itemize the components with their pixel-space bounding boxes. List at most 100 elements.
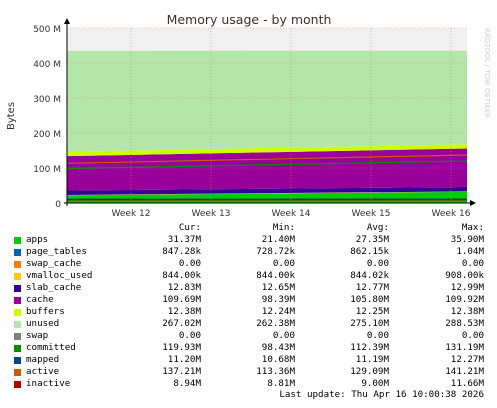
legend-swatch — [14, 261, 21, 268]
legend-row-swap: swap 0.00 0.00 0.00 0.00 — [0, 330, 497, 342]
legend-min-value: 98.43M — [261, 342, 295, 353]
legend-max-value: 109.92M — [445, 294, 484, 305]
legend-name: vmalloc_used — [26, 270, 93, 281]
legend-swatch — [14, 321, 21, 328]
legend-min-value: 0.00 — [272, 330, 295, 341]
legend-max-value: 0.00 — [461, 258, 484, 269]
x-tick-labels: Week 12 Week 13 Week 14 Week 15 Week 16 — [112, 209, 471, 219]
area-buffers — [67, 144, 467, 157]
legend-min-value: 12.65M — [261, 282, 295, 293]
legend-min-value: 728.72k — [256, 246, 295, 257]
legend-swatch — [14, 237, 21, 244]
legend: apps 31.37M 21.40M 27.35M 35.90M page_tables 8… — [0, 234, 497, 390]
legend-cur-value: 31.37M — [167, 234, 201, 245]
legend-name: inactive — [26, 378, 71, 389]
area-slab_cache — [67, 186, 467, 195]
legend-avg-value: 12.25M — [355, 306, 389, 317]
legend-name: slab_cache — [26, 282, 82, 293]
y-axis-label: Bytes — [6, 102, 17, 130]
header-avg: Avg: — [366, 222, 389, 233]
legend-swatch — [14, 273, 21, 280]
legend-max-value: 12.99M — [450, 282, 484, 293]
grid-lines — [67, 27, 467, 203]
legend-name: apps — [26, 234, 49, 245]
legend-avg-value: 0.00 — [366, 330, 389, 341]
legend-cur-value: 844.00k — [162, 270, 201, 281]
legend-avg-value: 105.80M — [350, 294, 389, 305]
legend-min-value: 262.38M — [256, 318, 295, 329]
legend-name: swap — [26, 330, 49, 341]
legend-max-value: 908.00k — [445, 270, 484, 281]
legend-min-value: 8.81M — [267, 378, 295, 389]
legend-swatch — [14, 309, 21, 316]
y-tick-label: 0 — [55, 200, 61, 210]
legend-avg-value: 112.39M — [350, 342, 389, 353]
line-active — [66, 154, 468, 164]
legend-cur-value: 8.94M — [173, 378, 201, 389]
legend-min-value: 10.68M — [261, 354, 295, 365]
legend-swatch — [14, 357, 21, 364]
legend-avg-value: 844.02k — [350, 270, 389, 281]
legend-max-value: 288.53M — [445, 318, 484, 329]
legend-cur-value: 119.93M — [162, 342, 201, 353]
legend-min-value: 0.00 — [272, 258, 295, 269]
legend-row-active: active 137.21M 113.36M 129.09M 141.21M — [0, 366, 497, 378]
area-vmalloc_used — [67, 191, 467, 196]
legend-cur-value: 12.38M — [167, 306, 201, 317]
header-min: Min: — [272, 222, 295, 233]
legend-swatch — [14, 345, 21, 352]
x-tick-label: Week 15 — [352, 209, 391, 219]
legend-swatch — [14, 369, 21, 376]
header-cur: Cur: — [178, 222, 201, 233]
legend-cur-value: 0.00 — [178, 330, 201, 341]
legend-swatch — [14, 285, 21, 292]
legend-name: page_tables — [26, 246, 87, 257]
line-committed — [66, 160, 468, 170]
legend-cur-value: 0.00 — [178, 258, 201, 269]
legend-name: buffers — [26, 306, 65, 317]
legend-min-value: 844.00k — [256, 270, 295, 281]
legend-row-apps: apps 31.37M 21.40M 27.35M 35.90M — [0, 234, 497, 246]
legend-swatch — [14, 249, 21, 256]
y-tick-label: 100 M — [33, 165, 61, 175]
legend-name: cache — [26, 294, 54, 305]
area-page_tables — [67, 191, 467, 196]
y-tick-label: 300 M — [33, 95, 61, 105]
legend-row-mapped: mapped 11.20M 10.68M 11.19M 12.27M — [0, 354, 497, 366]
legend-name: swap_cache — [26, 258, 82, 269]
legend-min-value: 12.24M — [261, 306, 295, 317]
area-cache — [67, 148, 467, 191]
legend-swatch — [14, 333, 21, 340]
header-max: Max: — [461, 222, 484, 233]
legend-name: active — [26, 366, 60, 377]
legend-avg-value: 0.00 — [366, 258, 389, 269]
memory-chart: Memory usage - by month Bytes RRDTOOL / … — [6, 12, 491, 219]
legend-min-value: 113.36M — [256, 366, 295, 377]
legend-name: mapped — [26, 354, 60, 365]
legend-max-value: 12.38M — [450, 306, 484, 317]
legend-max-value: 141.21M — [445, 366, 484, 377]
legend-avg-value: 275.10M — [350, 318, 389, 329]
legend-row-inactive: inactive 8.94M 8.81M 9.00M 11.66M — [0, 378, 497, 390]
legend-row-slab_cache: slab_cache 12.83M 12.65M 12.77M 12.99M — [0, 282, 497, 294]
legend-avg-value: 11.19M — [355, 354, 389, 365]
x-tick-label: Week 16 — [432, 209, 471, 219]
legend-max-value: 12.27M — [450, 354, 484, 365]
legend-avg-value: 27.35M — [355, 234, 389, 245]
series-lines — [66, 154, 468, 201]
y-tick-label: 400 M — [33, 60, 61, 70]
legend-min-value: 98.39M — [261, 294, 295, 305]
legend-name: unused — [26, 318, 60, 329]
legend-row-cache: cache 109.69M 98.39M 105.80M 109.92M — [0, 294, 497, 306]
legend-cur-value: 109.69M — [162, 294, 201, 305]
legend-row-vmalloc_used: vmalloc_used 844.00k 844.00k 844.02k 908.00k — [0, 270, 497, 282]
legend-max-value: 1.04M — [456, 246, 484, 257]
y-tick-label: 200 M — [33, 130, 61, 140]
chart-title: Memory usage - by month — [167, 12, 332, 27]
legend-swatch — [14, 297, 21, 304]
legend-avg-value: 862.15k — [350, 246, 389, 257]
watermark: RRDTOOL / TOBI OETIKER — [483, 28, 491, 118]
legend-cur-value: 11.20M — [167, 354, 201, 365]
legend-swatch — [14, 381, 21, 388]
x-axis-arrow — [470, 200, 476, 206]
